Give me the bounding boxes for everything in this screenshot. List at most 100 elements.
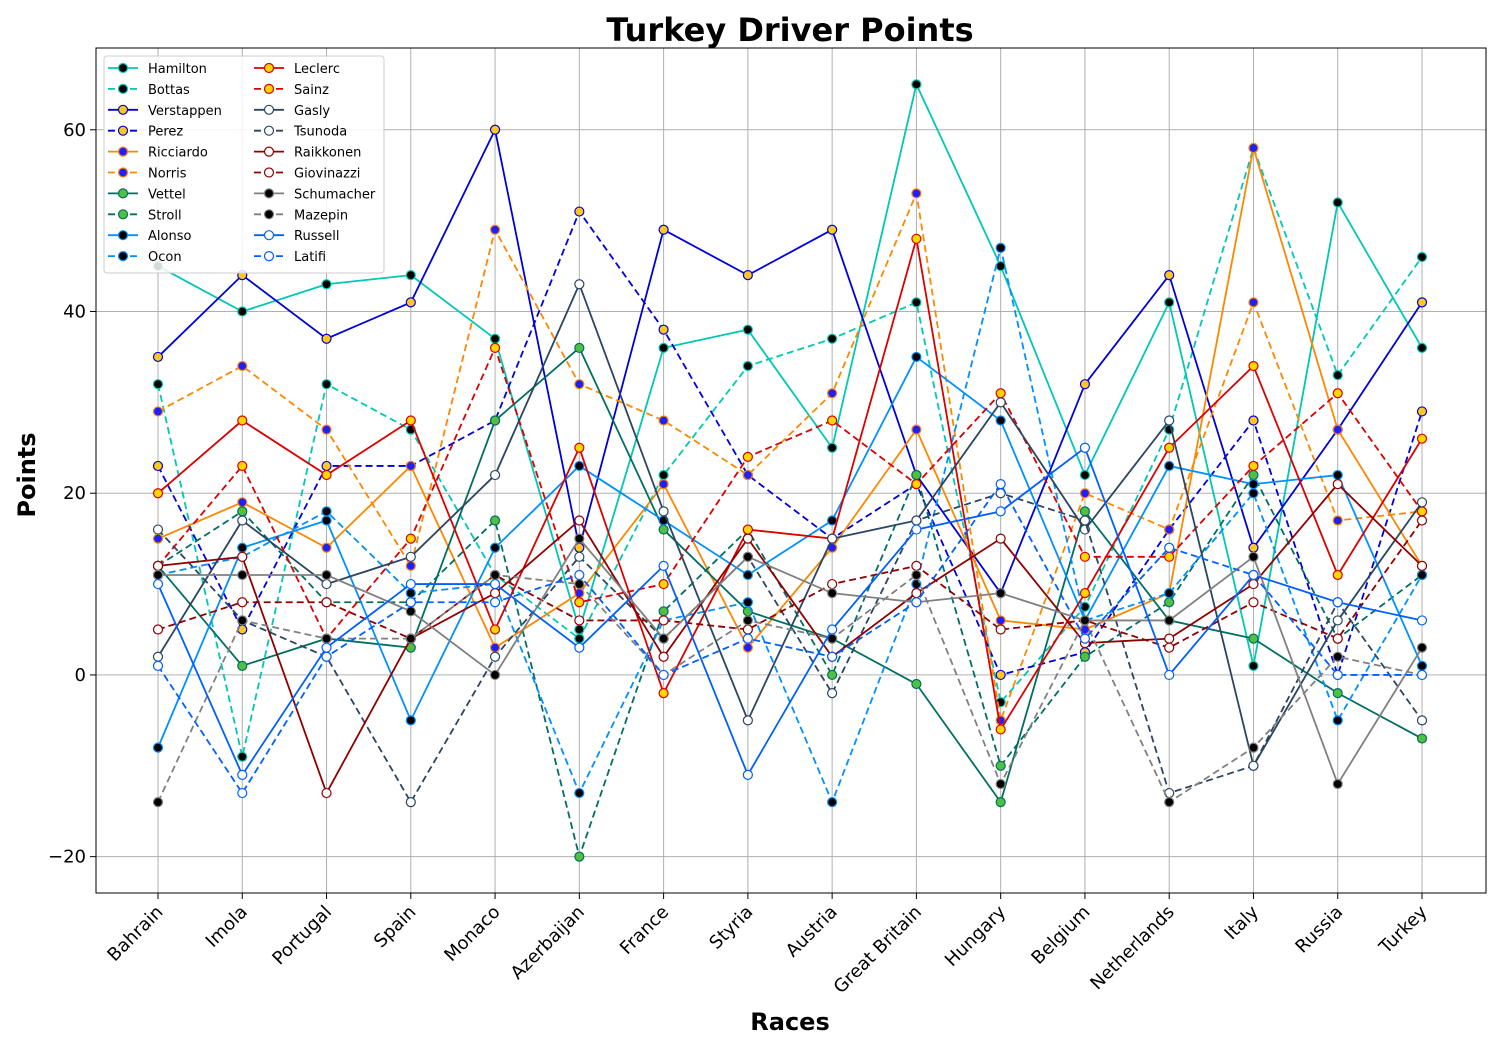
data-point	[1248, 551, 1259, 562]
data-point	[827, 388, 838, 399]
legend-marker	[263, 251, 275, 262]
data-point	[1248, 479, 1259, 490]
data-point	[1332, 515, 1343, 526]
legend-item: Russell	[254, 229, 339, 244]
legend-marker	[263, 209, 275, 220]
data-point	[658, 578, 669, 590]
legend-marker	[263, 62, 275, 74]
data-point	[237, 787, 248, 799]
data-point	[742, 360, 753, 372]
legend-marker	[117, 146, 129, 157]
data-point	[574, 533, 585, 544]
data-point	[237, 660, 248, 671]
series-line	[157, 519, 1423, 649]
data-point	[742, 524, 753, 535]
data-point	[827, 624, 838, 635]
data-point	[1332, 688, 1343, 699]
legend-label: Ocon	[148, 250, 182, 265]
legend-marker	[117, 188, 129, 199]
data-point	[1332, 569, 1343, 581]
legend-item: Perez	[108, 125, 183, 140]
data-point	[237, 415, 248, 426]
series-raikkonen	[152, 479, 1428, 799]
data-point	[1416, 497, 1428, 508]
data-point	[1164, 797, 1175, 808]
legend-label: Mazepin	[294, 208, 348, 223]
data-point	[1079, 551, 1091, 562]
data-point	[911, 79, 922, 90]
series-line	[157, 145, 1423, 757]
x-tick-label: Turkey	[1375, 901, 1432, 958]
data-point	[1248, 360, 1259, 372]
data-point	[1164, 297, 1175, 308]
legend-marker	[117, 209, 129, 220]
series-line	[157, 247, 1423, 805]
data-point	[152, 524, 164, 535]
legend-label: Latifi	[294, 250, 326, 265]
data-point	[911, 597, 922, 608]
data-point	[1248, 142, 1259, 154]
data-point	[152, 406, 164, 417]
data-point	[405, 297, 416, 308]
data-point	[1079, 651, 1091, 662]
data-point	[574, 642, 585, 653]
legend-label: Ricciardo	[148, 146, 208, 161]
data-point	[1248, 469, 1259, 481]
legend-marker	[117, 83, 129, 95]
data-point	[1248, 760, 1259, 771]
data-point	[1248, 742, 1259, 753]
series-line	[157, 573, 1423, 804]
legend-box	[103, 55, 385, 274]
data-point	[658, 669, 669, 681]
data-point	[1079, 488, 1091, 499]
legend-item: Bottas	[108, 83, 190, 98]
data-point	[995, 778, 1006, 790]
data-point	[237, 506, 248, 517]
data-point	[658, 524, 669, 535]
data-point	[911, 678, 922, 690]
data-point	[995, 588, 1006, 599]
data-point	[1164, 633, 1175, 644]
data-point	[489, 642, 501, 653]
data-point	[574, 460, 585, 472]
data-point	[1416, 715, 1428, 726]
legend-item: Gasly	[254, 104, 330, 119]
data-point	[911, 569, 922, 581]
legend-marker	[117, 167, 129, 178]
legend-label: Verstappen	[148, 104, 222, 119]
legend-item: Ricciardo	[108, 146, 208, 161]
legend-item: Norris	[108, 167, 187, 182]
data-point	[574, 597, 585, 608]
data-point	[489, 569, 501, 581]
legend-marker	[263, 83, 275, 95]
legend-marker	[117, 251, 129, 262]
data-point	[1248, 488, 1259, 499]
series-line	[157, 238, 1423, 732]
data-point	[1079, 515, 1091, 526]
legend-label: Norris	[148, 167, 187, 182]
x-tick-label: Bahrain	[103, 902, 167, 966]
data-point	[995, 415, 1006, 426]
data-point	[405, 715, 416, 726]
x-tick-label: Italy	[1221, 901, 1264, 944]
data-point	[237, 460, 248, 472]
data-point	[827, 533, 838, 544]
series-alonso	[152, 351, 1428, 753]
legend-item: Alonso	[108, 229, 191, 244]
data-point	[237, 751, 248, 762]
data-point	[321, 569, 332, 581]
data-point	[742, 615, 753, 626]
data-point	[742, 469, 753, 481]
data-point	[405, 560, 416, 572]
legend-marker	[263, 167, 275, 178]
data-point	[152, 569, 164, 581]
data-point	[574, 379, 585, 390]
legend-label: Tsunoda	[293, 125, 347, 140]
data-point	[742, 633, 753, 644]
data-point	[489, 469, 501, 481]
data-point	[742, 324, 753, 335]
legend-item: Latifi	[254, 250, 326, 265]
legend-item: Stroll	[108, 208, 182, 223]
x-tick-label: Netherlands	[1086, 902, 1178, 994]
